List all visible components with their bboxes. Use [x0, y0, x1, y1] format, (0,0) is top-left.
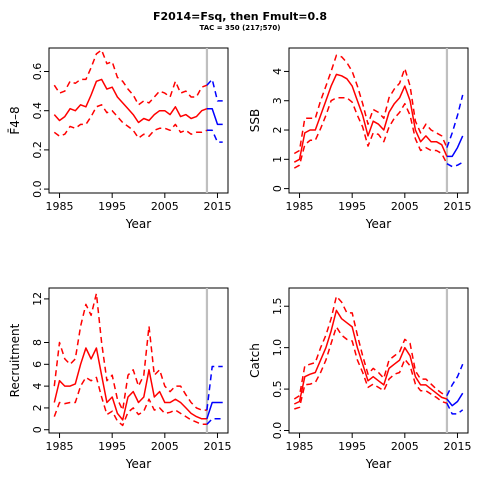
ssb-y-tick-label: 2 — [271, 127, 284, 134]
f48-historic-lower-bound — [53, 104, 208, 139]
catch-x-tick-label: 2005 — [391, 440, 419, 453]
f48-plot-frame — [48, 47, 229, 194]
f48-x-tick-label: 1985 — [46, 200, 74, 213]
panel-f48: 1985 1995 2005 2015 0.0 0.2 0.4 0.6 Year F̄4–8 — [8, 47, 231, 231]
f48-x-tick-label: 1995 — [98, 200, 126, 213]
recruitment-historic-lower-bound — [53, 376, 207, 427]
f48-forecast-estimate — [206, 107, 223, 126]
catch-y-tick-label: 1.5 — [271, 297, 284, 315]
ssb-historic-estimate — [293, 73, 448, 163]
catch-x-tick-label: 2015 — [443, 440, 471, 453]
catch-y-tick-label: 0.5 — [271, 380, 284, 398]
f48-y-tick-label: 0.2 — [31, 141, 44, 159]
recruitment-forecast-estimate — [206, 401, 223, 420]
catch-forecast-lower-bound — [446, 402, 464, 415]
catch-x-tick-label: 1995 — [338, 440, 366, 453]
figure-title: F2014=Fsq, then Fmult=0.8 — [153, 10, 327, 23]
ssb-y-tick-label: 1 — [271, 156, 284, 163]
recruitment-plot-frame — [48, 287, 229, 434]
ssb-y-tick-label: 4 — [271, 68, 284, 75]
recruitment-x-tick-label: 2005 — [151, 440, 179, 453]
catch-y-tick-label: 0.0 — [271, 422, 284, 440]
recruitment-x-axis-label: Year — [125, 457, 151, 471]
recruitment-y-tick-label: 8 — [31, 339, 44, 346]
f48-y-tick-label: 0.4 — [31, 102, 44, 120]
ssb-y-tick-label: 3 — [271, 97, 284, 104]
figure-subtitle: TAC = 350 (217;570) — [200, 24, 281, 32]
recruitment-y-tick-label: 0 — [31, 426, 44, 433]
catch-forecast-upper-bound — [446, 363, 464, 397]
f48-historic-upper-bound — [53, 49, 208, 106]
ssb-forecast-estimate — [446, 135, 464, 158]
catch-forecast-estimate — [446, 392, 464, 407]
recruitment-y-tick-label: 4 — [31, 383, 44, 390]
f48-x-tick-label: 2005 — [151, 200, 179, 213]
recruitment-forecast-lower-bound — [206, 418, 223, 425]
ssb-x-tick-label: 2005 — [391, 200, 419, 213]
ssb-forecast-upper-bound — [446, 94, 464, 148]
ssb-historic-lower-bound — [293, 97, 448, 169]
recruitment-y-tick-label: 2 — [31, 404, 44, 411]
recruitment-x-tick-label: 2015 — [203, 440, 231, 453]
panel-recruitment: 1985 1995 2005 2015 0 2 4 6 8 12 Year Recruitment — [8, 287, 231, 471]
f48-x-axis-label: Year — [125, 217, 151, 231]
ssb-historic-upper-bound — [293, 54, 448, 155]
recruitment-y-axis-label: Recruitment — [8, 323, 22, 397]
recruitment-forecast-upper-bound — [206, 365, 223, 411]
recruitment-historic-estimate — [53, 347, 207, 421]
f48-y-axis-label: F̄4–8 — [8, 106, 22, 134]
ssb-x-tick-label: 1995 — [338, 200, 366, 213]
catch-historic-estimate — [293, 309, 448, 405]
recruitment-x-tick-label: 1995 — [98, 440, 126, 453]
f48-x-tick-label: 2015 — [203, 200, 231, 213]
ssb-y-axis-label: SSB — [248, 109, 262, 132]
catch-historic-lower-bound — [294, 326, 448, 410]
recruitment-historic-upper-bound — [53, 292, 207, 411]
catch-historic-upper-bound — [293, 295, 448, 400]
ssb-plot-frame — [288, 47, 469, 194]
catch-y-tick-label: 1.0 — [271, 339, 284, 357]
recruitment-x-tick-label: 1985 — [46, 440, 74, 453]
f48-historic-estimate — [53, 78, 208, 124]
ssb-y-tick-label: 0 — [271, 185, 284, 192]
recruitment-y-tick-label: 12 — [31, 292, 44, 306]
catch-x-tick-label: 1985 — [286, 440, 314, 453]
f48-y-tick-label: 0.0 — [31, 180, 44, 198]
ssb-x-axis-label: Year — [365, 217, 391, 231]
f48-forecast-lower-bound — [206, 129, 223, 143]
ssb-forecast-lower-bound — [446, 161, 464, 168]
ssb-x-tick-label: 1985 — [286, 200, 314, 213]
ssb-x-tick-label: 2015 — [443, 200, 471, 213]
f48-forecast-upper-bound — [206, 78, 223, 102]
catch-y-axis-label: Catch — [248, 343, 262, 378]
catch-plot-frame — [288, 287, 469, 434]
panel-catch: 1985 1995 2005 2015 0.0 0.5 1.0 1.5 Year Catch — [248, 287, 471, 471]
recruitment-y-tick-label: 6 — [31, 361, 44, 368]
panel-ssb: 1985 1995 2005 2015 0 1 2 3 4 Year SSB — [248, 47, 471, 231]
catch-x-axis-label: Year — [365, 457, 391, 471]
f48-y-tick-label: 0.6 — [31, 63, 44, 81]
